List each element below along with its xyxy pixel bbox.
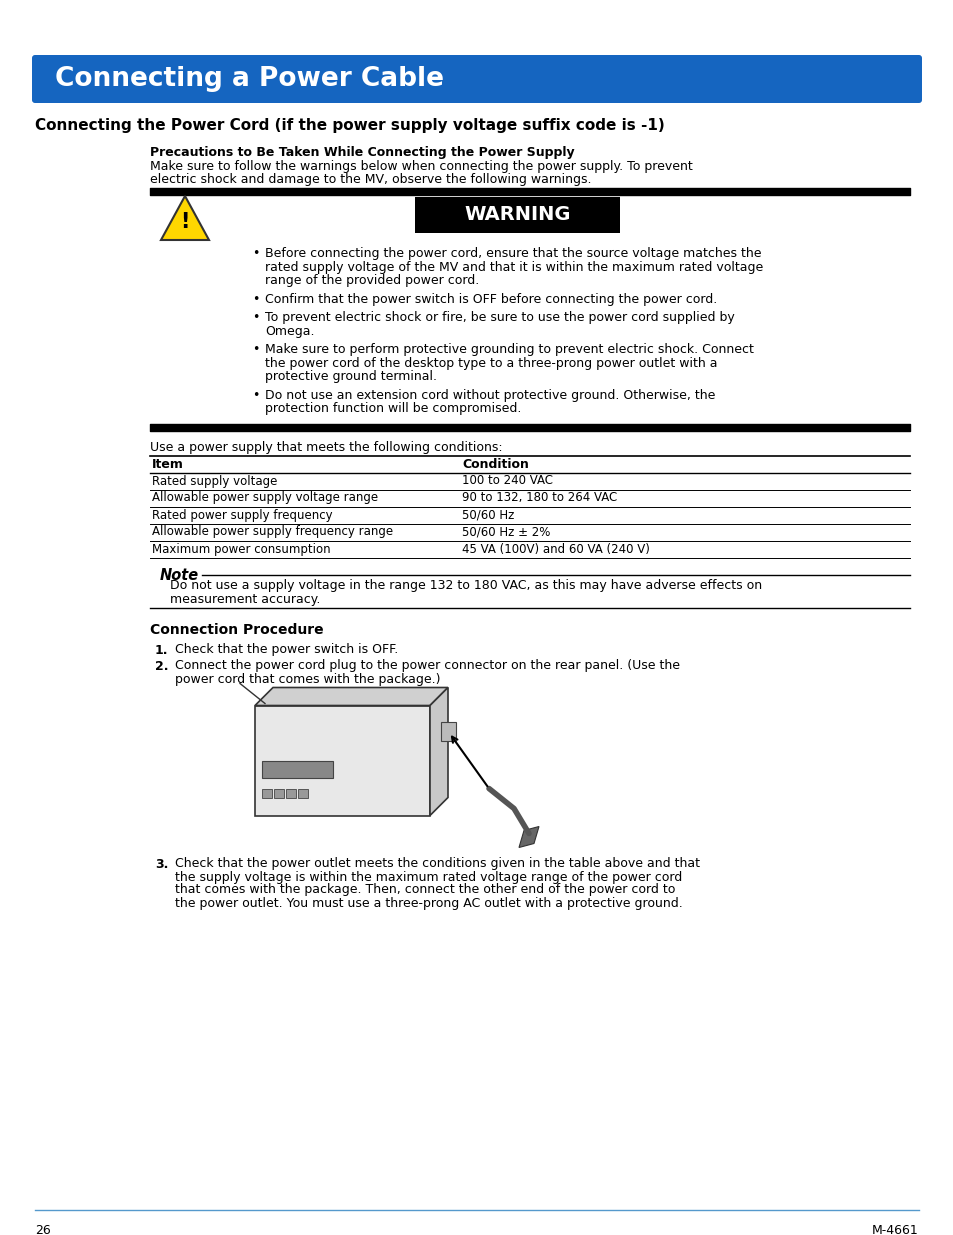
- Text: protection function will be compromised.: protection function will be compromised.: [265, 403, 521, 415]
- FancyBboxPatch shape: [262, 789, 273, 798]
- Text: •: •: [252, 311, 259, 324]
- Text: 100 to 240 VAC: 100 to 240 VAC: [461, 474, 553, 488]
- Text: To prevent electric shock or fire, be sure to use the power cord supplied by: To prevent electric shock or fire, be su…: [265, 311, 734, 324]
- Text: Check that the power switch is OFF.: Check that the power switch is OFF.: [174, 643, 397, 657]
- Text: Connect the power cord plug to the power connector on the rear panel. (Use the: Connect the power cord plug to the power…: [174, 659, 679, 673]
- Text: Precautions to Be Taken While Connecting the Power Supply: Precautions to Be Taken While Connecting…: [150, 146, 574, 159]
- Text: !: !: [180, 212, 190, 232]
- Text: 1.: 1.: [154, 643, 169, 657]
- Text: that comes with the package. Then, connect the other end of the power cord to: that comes with the package. Then, conne…: [174, 883, 675, 897]
- Text: range of the provided power cord.: range of the provided power cord.: [265, 274, 478, 287]
- Text: •: •: [252, 389, 259, 401]
- Text: Make sure to perform protective grounding to prevent electric shock. Connect: Make sure to perform protective groundin…: [265, 343, 753, 356]
- Text: rated supply voltage of the MV and that it is within the maximum rated voltage: rated supply voltage of the MV and that …: [265, 261, 762, 273]
- Text: 2.: 2.: [154, 659, 169, 673]
- Text: Make sure to follow the warnings below when connecting the power supply. To prev: Make sure to follow the warnings below w…: [150, 161, 692, 173]
- Text: the supply voltage is within the maximum rated voltage range of the power cord: the supply voltage is within the maximum…: [174, 871, 681, 883]
- Text: electric shock and damage to the MV, observe the following warnings.: electric shock and damage to the MV, obs…: [150, 173, 591, 186]
- Text: measurement accuracy.: measurement accuracy.: [170, 593, 320, 605]
- Text: Item: Item: [152, 457, 184, 471]
- Text: Do not use an extension cord without protective ground. Otherwise, the: Do not use an extension cord without pro…: [265, 389, 715, 401]
- Polygon shape: [254, 705, 430, 815]
- Text: Connecting the Power Cord (if the power supply voltage suffix code is -1): Connecting the Power Cord (if the power …: [35, 119, 664, 133]
- Text: Allowable power supply frequency range: Allowable power supply frequency range: [152, 526, 393, 538]
- Text: Connection Procedure: Connection Procedure: [150, 624, 323, 637]
- Text: the power outlet. You must use a three-prong AC outlet with a protective ground.: the power outlet. You must use a three-p…: [174, 897, 682, 909]
- Polygon shape: [518, 826, 538, 847]
- Text: Before connecting the power cord, ensure that the source voltage matches the: Before connecting the power cord, ensure…: [265, 247, 760, 261]
- Text: Rated supply voltage: Rated supply voltage: [152, 474, 277, 488]
- Text: 3.: 3.: [154, 857, 168, 871]
- Text: •: •: [252, 343, 259, 356]
- Text: Omega.: Omega.: [265, 325, 314, 337]
- Text: 50/60 Hz: 50/60 Hz: [461, 509, 514, 521]
- Text: Do not use a supply voltage in the range 132 to 180 VAC, as this may have advers: Do not use a supply voltage in the range…: [170, 579, 761, 593]
- Text: •: •: [252, 247, 259, 261]
- Text: WARNING: WARNING: [464, 205, 570, 225]
- Text: M-4661: M-4661: [871, 1224, 918, 1235]
- FancyBboxPatch shape: [415, 198, 619, 233]
- Polygon shape: [161, 196, 209, 240]
- Text: protective ground terminal.: protective ground terminal.: [265, 370, 436, 383]
- Text: 90 to 132, 180 to 264 VAC: 90 to 132, 180 to 264 VAC: [461, 492, 617, 505]
- FancyBboxPatch shape: [262, 761, 334, 778]
- FancyBboxPatch shape: [286, 789, 296, 798]
- Text: Note: Note: [160, 568, 199, 583]
- Polygon shape: [430, 688, 448, 815]
- Text: Connecting a Power Cable: Connecting a Power Cable: [55, 65, 443, 91]
- Text: Condition: Condition: [461, 457, 528, 471]
- Text: Check that the power outlet meets the conditions given in the table above and th: Check that the power outlet meets the co…: [174, 857, 700, 871]
- Polygon shape: [254, 688, 448, 705]
- Text: Rated power supply frequency: Rated power supply frequency: [152, 509, 333, 521]
- Text: Allowable power supply voltage range: Allowable power supply voltage range: [152, 492, 377, 505]
- Text: Maximum power consumption: Maximum power consumption: [152, 542, 331, 556]
- FancyBboxPatch shape: [298, 789, 308, 798]
- Text: power cord that comes with the package.): power cord that comes with the package.): [174, 673, 440, 685]
- Text: •: •: [252, 293, 259, 305]
- Text: Confirm that the power switch is OFF before connecting the power cord.: Confirm that the power switch is OFF bef…: [265, 293, 717, 305]
- FancyBboxPatch shape: [274, 789, 284, 798]
- FancyBboxPatch shape: [441, 722, 456, 741]
- Text: 26: 26: [35, 1224, 51, 1235]
- Text: 45 VA (100V) and 60 VA (240 V): 45 VA (100V) and 60 VA (240 V): [461, 542, 649, 556]
- Text: the power cord of the desktop type to a three-prong power outlet with a: the power cord of the desktop type to a …: [265, 357, 717, 369]
- Text: 50/60 Hz ± 2%: 50/60 Hz ± 2%: [461, 526, 550, 538]
- Text: Use a power supply that meets the following conditions:: Use a power supply that meets the follow…: [150, 441, 502, 454]
- FancyBboxPatch shape: [32, 56, 921, 103]
